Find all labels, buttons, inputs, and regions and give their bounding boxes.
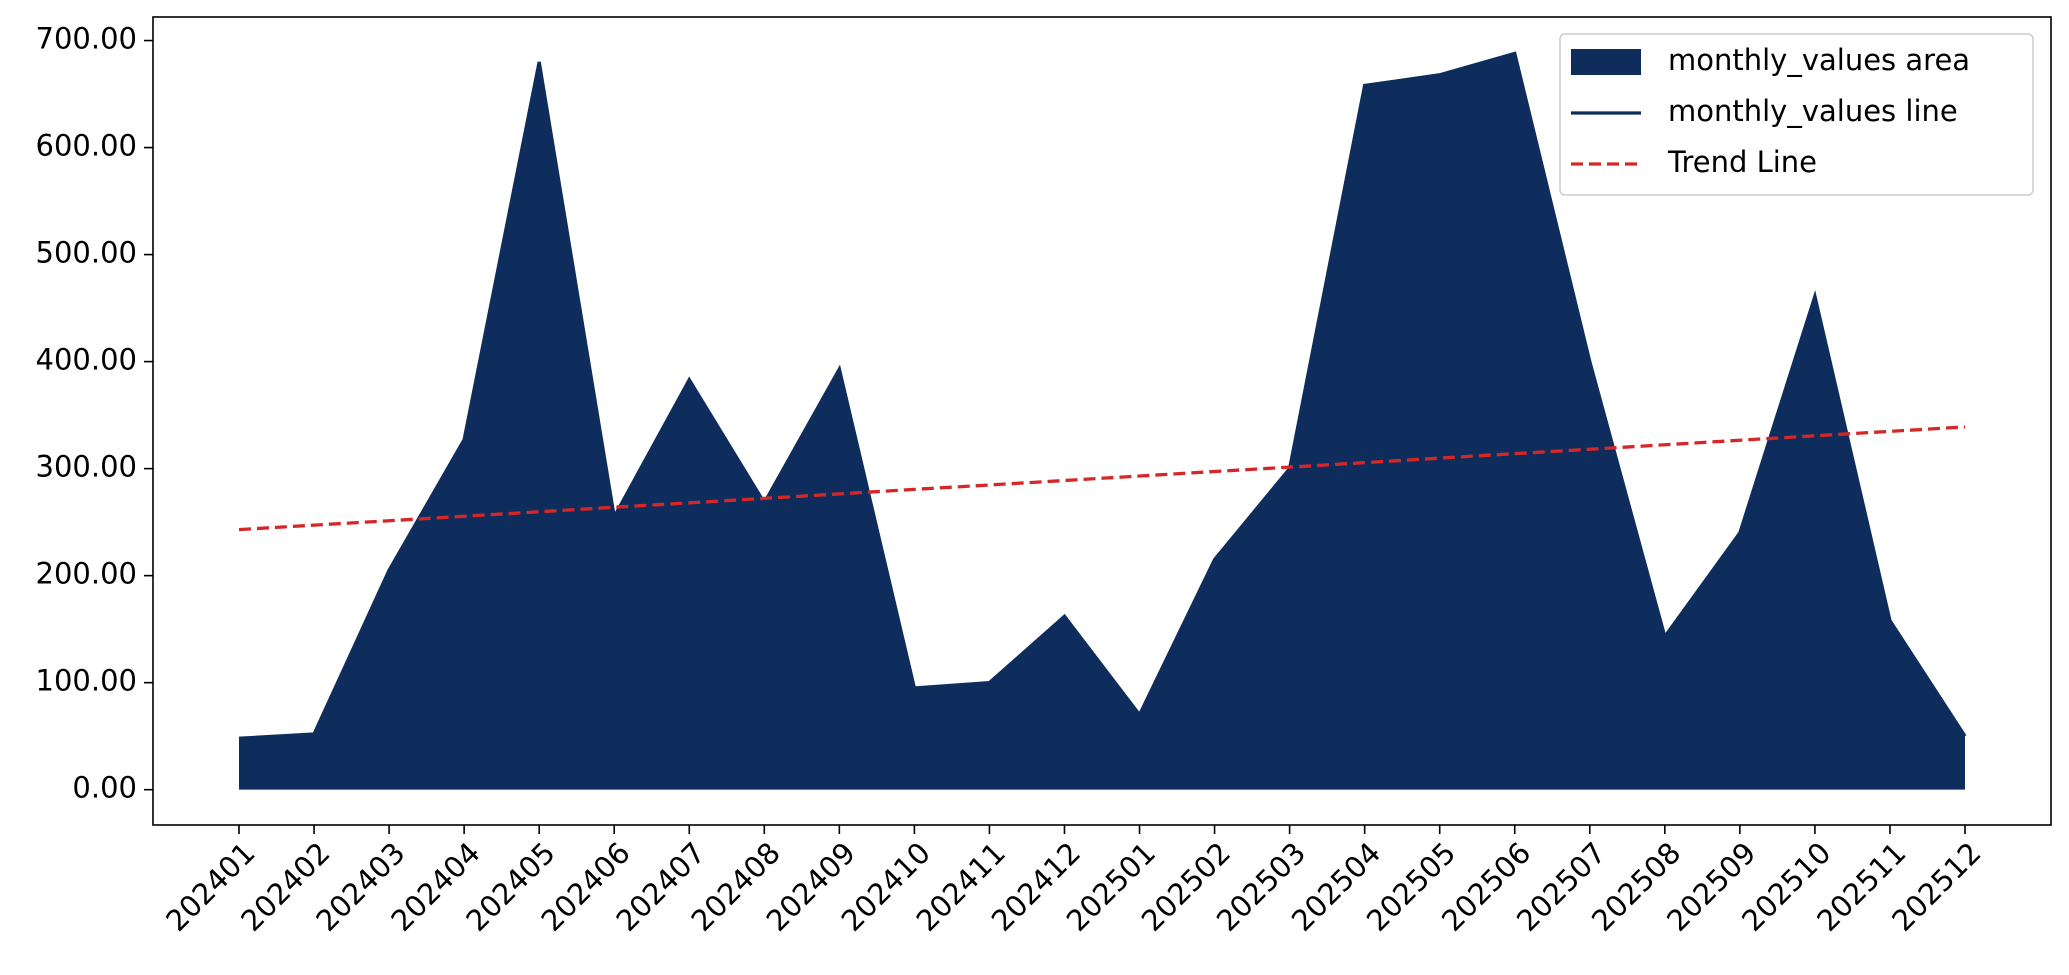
legend-label: monthly_values area [1668, 43, 1970, 77]
y-tick-label: 100.00 [36, 664, 137, 698]
y-tick-label: 300.00 [36, 450, 137, 484]
y-tick-label: 400.00 [36, 343, 137, 377]
area [239, 53, 1965, 790]
y-tick-label: 500.00 [36, 236, 137, 270]
legend-box [1559, 33, 2034, 196]
legend: monthly_values area monthly_values line Tr… [1559, 33, 2034, 196]
y-tick-label: 700.00 [36, 22, 137, 56]
legend-label: monthly_values line [1668, 94, 1958, 128]
plot-frame [152, 16, 2052, 826]
y-tick-label: 600.00 [36, 129, 137, 163]
y-tick-label: 0.00 [72, 771, 137, 805]
y-tick-label: 200.00 [36, 557, 137, 591]
line [238, 51, 1967, 740]
trend-line [238, 425, 1966, 532]
legend-label: Trend Line [1667, 145, 1817, 179]
legend-swatch [1571, 49, 1641, 75]
